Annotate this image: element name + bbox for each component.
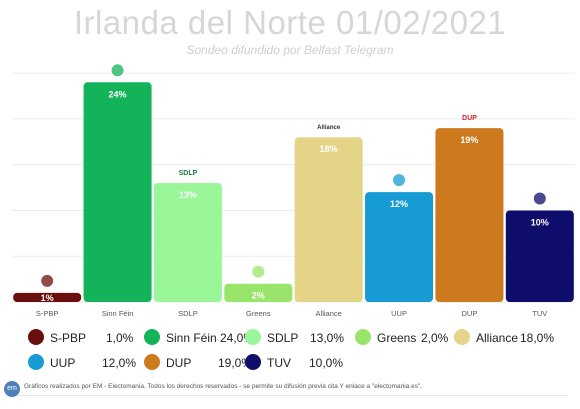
data-label: 1% <box>41 293 54 303</box>
bar-sinn-f-in <box>83 82 152 302</box>
legend-value: 1,0% <box>106 331 134 345</box>
party-logo-icon <box>393 174 406 187</box>
party-logo-icon <box>111 64 124 77</box>
party-logo-icon: DUP <box>462 115 477 122</box>
data-label: 13% <box>179 190 197 200</box>
bar-tuv <box>505 210 574 302</box>
x-tick-labels: S-PBP Sinn Féin SDLP Greens Alliance UUP DUP TU… <box>36 309 547 318</box>
legend-value: 2,0% <box>421 331 449 345</box>
party-logo-mark <box>111 64 124 77</box>
footer: em Gráficos realizados por EM - Electoma… <box>4 379 574 403</box>
party-logo-text: Alliance <box>317 125 341 131</box>
chart-subtitle: Sondeo difundido por Belfast Telegram <box>186 43 394 57</box>
legend-swatch <box>454 329 470 345</box>
legend-label: Sinn Féin <box>166 331 217 345</box>
party-logo-mark <box>41 274 54 287</box>
x-tick-label: TUV <box>532 309 547 318</box>
x-tick-label: DUP <box>462 309 478 318</box>
bar-sdlp <box>153 183 222 302</box>
party-logo-mark <box>252 265 265 278</box>
legend-swatch <box>28 329 44 345</box>
data-label: 12% <box>390 199 408 209</box>
party-logo-icon: SDLP <box>179 170 198 177</box>
party-logo-icon <box>533 192 546 205</box>
party-logos: SDLP Alliance DUP <box>41 64 546 287</box>
legend-value: 12,0% <box>102 356 137 370</box>
legend-value: 19,0% <box>218 356 253 370</box>
party-logo-icon <box>252 265 265 278</box>
party-logo-mark <box>393 174 406 187</box>
legend-swatch <box>144 354 160 370</box>
bar-uup <box>365 192 434 302</box>
bar-s-pbp <box>13 292 82 302</box>
legend: S-PBP 1,0% Sinn Féin 24,0% SDLP 13,0% Gr… <box>28 326 568 376</box>
party-logo-icon <box>41 274 54 287</box>
footer-credit: Gráficos realizados por EM - Electomania… <box>24 383 423 390</box>
data-label: 2% <box>252 291 265 301</box>
party-logo-text: SDLP <box>179 170 198 177</box>
footer-divider <box>12 395 568 396</box>
data-label: 18% <box>320 144 338 154</box>
legend-swatch <box>28 354 44 370</box>
chart-title: Irlanda del Norte 01/02/2021 <box>73 4 507 41</box>
bar-dup <box>435 128 504 302</box>
party-logo-text: DUP <box>462 115 477 122</box>
legend-row: UUP 12,0% DUP 19,0% TUV 10,0% <box>28 351 568 376</box>
legend-label: SDLP <box>267 331 299 345</box>
bar-greens <box>224 283 293 302</box>
legend-label: TUV <box>267 356 291 370</box>
bar-alliance <box>294 137 363 302</box>
legend-label: Alliance <box>476 331 519 345</box>
x-tick-label: Sinn Féin <box>102 309 134 318</box>
electomania-logo: em <box>4 381 20 397</box>
legend-label: S-PBP <box>50 331 87 345</box>
data-labels: 1% 24% 13% 2% 18% 12% 19% 10% <box>41 89 549 303</box>
x-tick-label: SDLP <box>178 309 198 318</box>
legend-value: 18,0% <box>520 331 555 345</box>
legend-swatch <box>245 329 261 345</box>
legend-label: UUP <box>50 356 76 370</box>
data-label: 19% <box>460 135 478 145</box>
legend-label: DUP <box>166 356 192 370</box>
legend-value: 13,0% <box>310 331 345 345</box>
party-logo-icon: Alliance <box>317 125 341 131</box>
legend-swatch <box>245 354 261 370</box>
legend-swatch <box>355 329 371 345</box>
legend-value: 10,0% <box>309 356 344 370</box>
legend-label: Greens <box>377 331 417 345</box>
legend-swatch <box>144 329 160 345</box>
x-tick-label: Alliance <box>316 309 342 318</box>
x-tick-label: S-PBP <box>36 309 59 318</box>
x-tick-label: UUP <box>391 309 407 318</box>
x-tick-label: Greens <box>246 309 271 318</box>
legend-row: S-PBP 1,0% Sinn Féin 24,0% SDLP 13,0% Gr… <box>28 326 568 351</box>
party-logo-mark <box>533 192 546 205</box>
bars <box>13 82 574 302</box>
data-label: 24% <box>109 89 127 99</box>
data-label: 10% <box>531 217 549 227</box>
bar-chart: 1% 24% 13% 2% 18% 12% 19% 10% SDLP Alliance DUP S… <box>12 64 575 318</box>
